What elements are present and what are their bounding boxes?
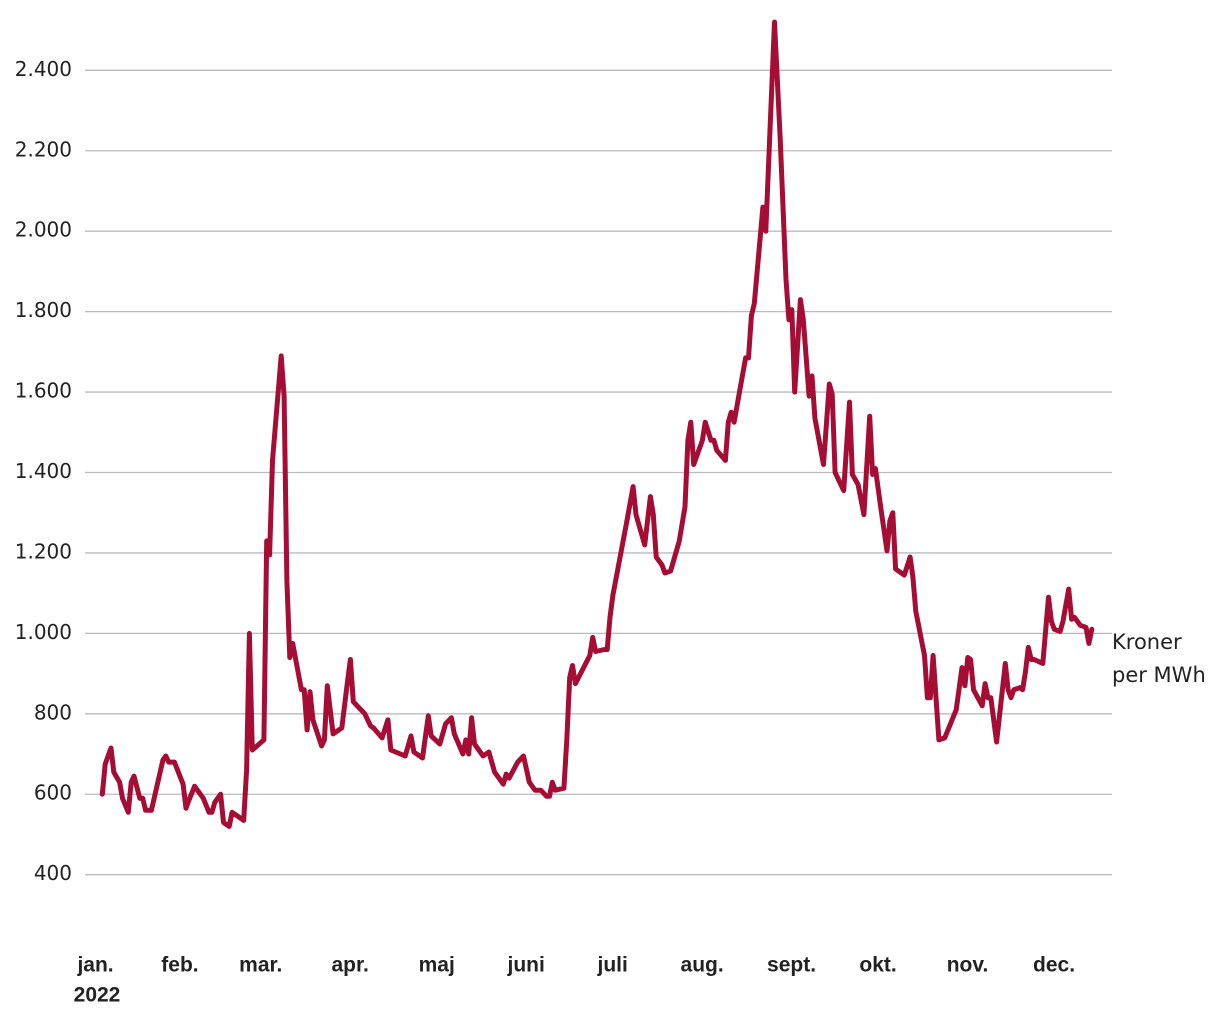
x-tick-label: maj	[419, 954, 455, 977]
y-tick-label: 2.200	[15, 137, 72, 161]
x-tick-label: nov.	[947, 954, 989, 977]
y-tick-label: 400	[34, 861, 72, 885]
price-line	[99, 19, 1095, 829]
x-tick-label: apr.	[331, 954, 368, 977]
y-tick-label: 800	[34, 700, 72, 724]
y-tick-label: 1.800	[15, 298, 72, 322]
x-tick-label: jan.	[76, 954, 113, 977]
x-tick-label: feb.	[161, 954, 198, 977]
x-tick-label: juni	[506, 954, 544, 977]
x-tick-label: sept.	[767, 954, 816, 977]
y-tick-label: 2.400	[15, 57, 72, 81]
y-tick-label: 1.200	[15, 539, 72, 563]
y-tick-label: 1.400	[15, 459, 72, 483]
unit-annotation: Kroner per MWh	[1112, 630, 1206, 687]
x-tick-label: juli	[597, 954, 628, 977]
y-tick-label: 600	[34, 781, 72, 805]
x-tick-label: aug.	[681, 954, 724, 977]
x-tick-label: okt.	[859, 954, 896, 977]
x-tick-label: dec.	[1033, 954, 1075, 977]
year-label: 2022	[74, 984, 121, 1007]
x-tick-label: mar.	[239, 954, 282, 977]
y-tick-label: 2.000	[15, 218, 72, 242]
y-tick-label: 1.600	[15, 379, 72, 403]
y-tick-label: 1.000	[15, 620, 72, 644]
